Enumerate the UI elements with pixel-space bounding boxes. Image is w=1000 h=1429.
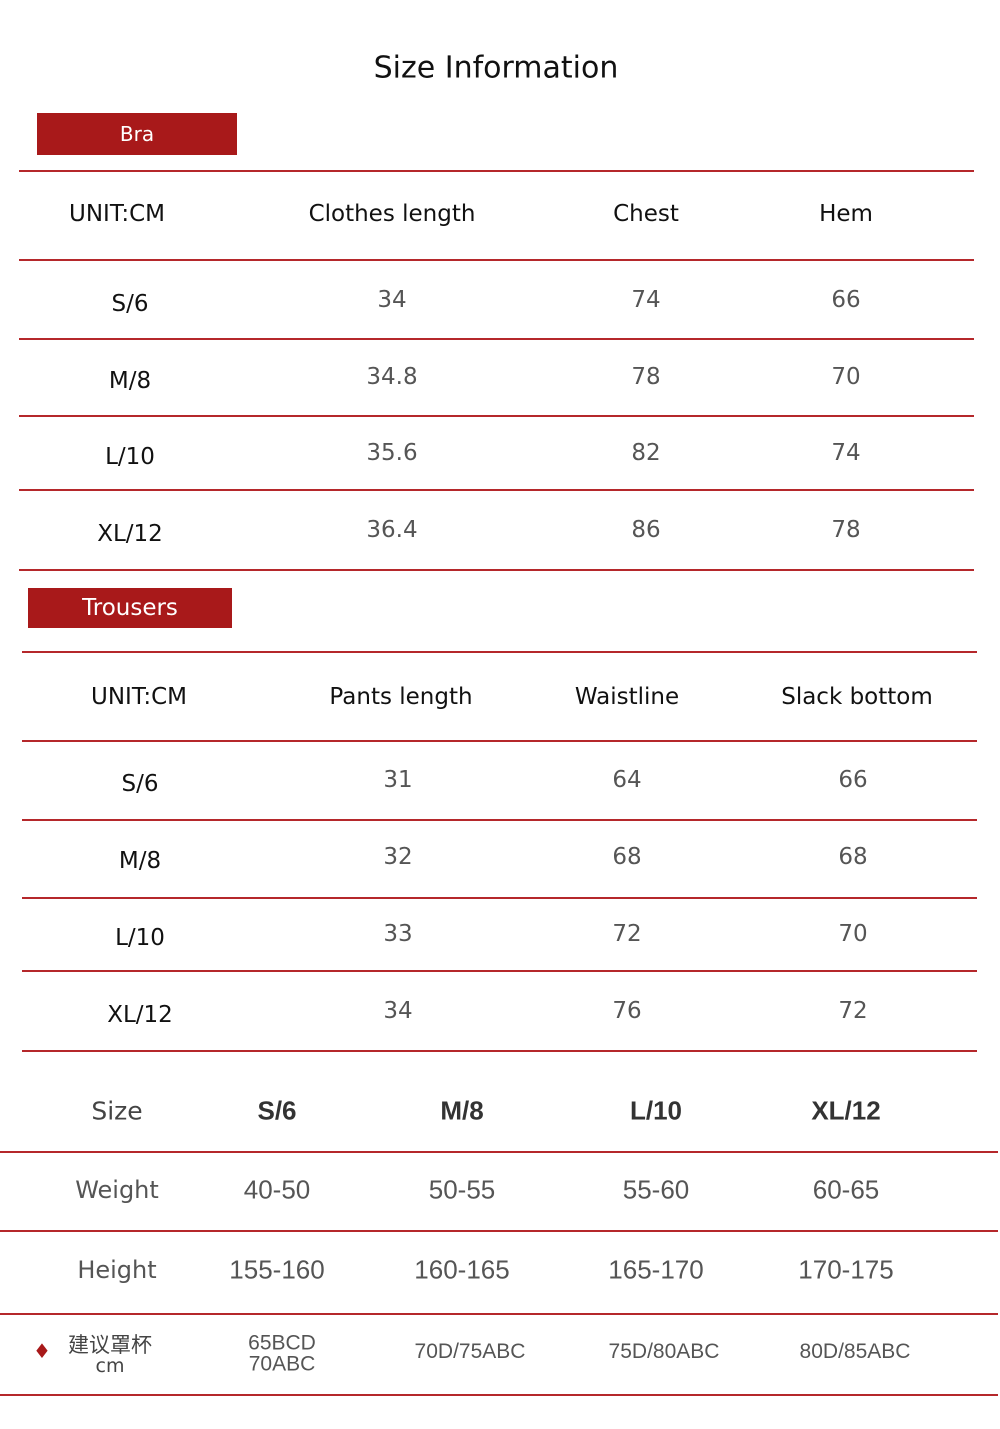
size-guide-cell: 40-50 (243, 1174, 311, 1205)
size-guide-header: S/6 (257, 1095, 297, 1126)
trousers-table-cell: 72 (612, 921, 642, 947)
size-guide-row-label: Weight (75, 1176, 159, 1204)
trousers-table-cell: 70 (838, 921, 868, 947)
bra-row-size: M/8 (108, 368, 152, 394)
trousers-row-size: M/8 (118, 848, 162, 874)
bra-table-cell: 36.4 (366, 517, 418, 543)
cup-value-s6-line1: 65BCD (248, 1331, 316, 1355)
bra-column-header: Chest (613, 201, 679, 227)
trousers-column-header: Slack bottom (781, 684, 933, 710)
bra-table-cell: 78 (831, 517, 861, 543)
trousers-table-cell: 32 (383, 844, 413, 870)
size-guide-rule (0, 1394, 998, 1396)
size-guide-cell: 165-170 (608, 1254, 704, 1285)
bra-row-size: S/6 (111, 291, 149, 317)
size-guide-cell: 160-165 (414, 1254, 510, 1285)
cup-row-unit: cm (95, 1355, 125, 1377)
trousers-column-header: UNIT:CM (91, 684, 187, 710)
size-guide-row-label: Height (77, 1256, 157, 1284)
bra-table-cell: 86 (631, 517, 661, 543)
bra-row-size: XL/12 (97, 521, 163, 547)
bra-section-badge: Bra (37, 113, 237, 155)
cup-value-xl12: 80D/85ABC (799, 1340, 911, 1363)
size-guide-cell: 170-175 (798, 1254, 894, 1285)
trousers-table-rule (22, 651, 977, 653)
bra-row-size: L/10 (105, 444, 155, 470)
bra-table-cell: 70 (831, 364, 861, 390)
trousers-table-cell: 72 (838, 998, 868, 1024)
bra-column-header: Hem (819, 201, 873, 227)
trousers-table-cell: 31 (383, 767, 413, 793)
diamond-icon: ♦ (33, 1339, 51, 1363)
size-guide-rule (0, 1313, 998, 1315)
bra-table-cell: 34 (377, 287, 407, 313)
bra-table-cell: 66 (831, 287, 861, 313)
trousers-table-rule (22, 740, 977, 742)
trousers-table-cell: 68 (838, 844, 868, 870)
trousers-row-size: L/10 (115, 925, 165, 951)
trousers-table-rule (22, 897, 977, 899)
bra-column-header: UNIT:CM (69, 201, 165, 227)
bra-table-cell: 34.8 (366, 364, 418, 390)
size-guide-cell: 50-55 (428, 1174, 496, 1205)
cup-value-s6-line2: 70ABC (248, 1352, 316, 1376)
trousers-section-badge: Trousers (28, 588, 232, 628)
bra-table-cell: 82 (631, 440, 661, 466)
size-guide-header: Size (91, 1096, 143, 1126)
trousers-column-header: Waistline (574, 684, 680, 710)
size-guide-cell: 60-65 (812, 1174, 880, 1205)
trousers-row-size: S/6 (121, 771, 159, 797)
trousers-table-rule (22, 819, 977, 821)
size-guide-header: M/8 (440, 1095, 484, 1126)
bra-table-cell: 35.6 (366, 440, 418, 466)
bra-table-rule (19, 489, 974, 491)
bra-table-rule (19, 170, 974, 172)
bra-table-cell: 74 (631, 287, 661, 313)
trousers-table-cell: 68 (612, 844, 642, 870)
trousers-table-rule (22, 970, 977, 972)
size-guide-header: XL/12 (811, 1095, 881, 1126)
bra-table-cell: 74 (831, 440, 861, 466)
size-guide-header: L/10 (629, 1095, 683, 1126)
size-guide-rule (0, 1230, 998, 1232)
trousers-table-cell: 76 (612, 998, 642, 1024)
trousers-table-cell: 34 (383, 998, 413, 1024)
cup-row-label: 建议罩杯 (68, 1333, 152, 1357)
trousers-column-header: Pants length (329, 684, 473, 710)
bra-table-rule (19, 259, 974, 261)
trousers-row-size: XL/12 (107, 1002, 173, 1028)
cup-value-l10: 75D/80ABC (608, 1340, 720, 1363)
bra-table-cell: 78 (631, 364, 661, 390)
trousers-table-cell: 64 (612, 767, 642, 793)
trousers-table-rule (22, 1050, 977, 1052)
bra-table-rule (19, 415, 974, 417)
trousers-table-cell: 33 (383, 921, 413, 947)
cup-value-m8: 70D/75ABC (414, 1340, 526, 1363)
trousers-table-cell: 66 (838, 767, 868, 793)
bra-table-rule (19, 338, 974, 340)
size-guide-rule (0, 1151, 998, 1153)
size-guide-cell: 155-160 (229, 1254, 325, 1285)
page-title: Size Information (373, 50, 619, 86)
bra-column-header: Clothes length (308, 201, 476, 227)
bra-table-rule (19, 569, 974, 571)
size-guide-cell: 55-60 (622, 1174, 690, 1205)
